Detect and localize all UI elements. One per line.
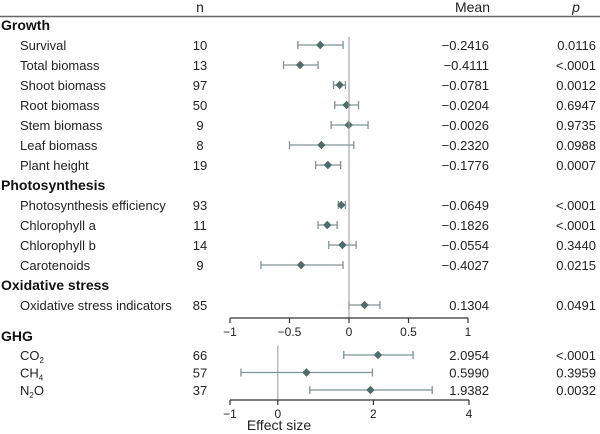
row-label: Chlorophyll a	[20, 218, 97, 233]
mean-marker	[337, 200, 346, 210]
row-mean: 0.5990	[449, 366, 489, 381]
row-p: 0.0116	[557, 38, 596, 53]
row-label: Stem biomass	[20, 118, 103, 133]
row-label: N2O	[20, 383, 44, 400]
mean-marker	[316, 40, 325, 50]
row-label: Oxidative stress indicators	[20, 298, 172, 313]
row-n: 37	[193, 383, 207, 398]
header-mean: Mean	[455, 0, 490, 15]
x-tick-label: −0.5	[278, 325, 302, 339]
row-label: Chlorophyll b	[20, 238, 96, 253]
x-tick-label: 0	[346, 325, 353, 339]
row-label: Total biomass	[20, 58, 100, 73]
row-n: 9	[196, 118, 203, 133]
x-tick-label: 0	[274, 407, 281, 421]
row-mean: 1.9382	[449, 383, 489, 398]
row-n: 97	[193, 78, 207, 93]
mean-marker	[296, 260, 306, 270]
x-tick-label: 1	[465, 325, 472, 339]
row-mean: −0.2416	[442, 38, 489, 53]
row-p: <.0001	[556, 198, 596, 213]
row-n: 85	[193, 298, 207, 313]
row-p: 0.0007	[556, 158, 596, 173]
row-n: 57	[193, 366, 207, 381]
row-n: 93	[193, 198, 207, 213]
mean-marker	[373, 350, 383, 360]
group-title-photosynthesis: Photosynthesis	[1, 177, 105, 193]
row-p: 0.0032	[556, 383, 596, 398]
header-n: n	[196, 0, 204, 15]
row-label: Plant height	[20, 158, 89, 173]
row-p: 0.3959	[556, 366, 596, 381]
row-p: 0.0491	[556, 298, 596, 313]
row-mean: −0.1826	[442, 218, 489, 233]
row-mean: −0.0026	[442, 118, 489, 133]
row-label: Root biomass	[20, 98, 100, 113]
row-n: 50	[193, 98, 207, 113]
mean-marker	[360, 300, 369, 310]
row-p: 0.0988	[556, 138, 596, 153]
row-n: 66	[193, 348, 207, 363]
mean-marker	[295, 60, 305, 70]
row-n: 14	[193, 238, 207, 253]
x-axis-label: Effect size	[247, 417, 312, 433]
row-n: 9	[196, 258, 203, 273]
mean-marker	[338, 240, 347, 250]
row-n: 13	[193, 58, 207, 73]
row-label: Photosynthesis efficiency	[20, 198, 166, 213]
header-p: p	[571, 0, 580, 15]
mean-marker	[335, 80, 344, 90]
x-tick-label: −1	[223, 407, 237, 421]
mean-marker	[323, 220, 332, 230]
row-label: Shoot biomass	[20, 78, 106, 93]
row-label: Survival	[20, 38, 66, 53]
row-mean: 0.1304	[449, 298, 489, 313]
row-mean: −0.4027	[442, 258, 489, 273]
row-mean: −0.0554	[442, 238, 489, 253]
row-n: 10	[193, 38, 207, 53]
row-label: Carotenoids	[20, 258, 91, 273]
row-p: 0.6947	[556, 98, 596, 113]
x-tick-label: 2	[370, 407, 377, 421]
row-p: 0.3440	[556, 238, 596, 253]
row-mean: −0.2320	[442, 138, 489, 153]
group-title-ghg: GHG	[1, 328, 33, 344]
row-n: 19	[193, 158, 207, 173]
row-mean: −0.1776	[442, 158, 489, 173]
group-title-growth: Growth	[1, 17, 50, 33]
row-mean: −0.0781	[442, 78, 489, 93]
row-mean: −0.0649	[442, 198, 489, 213]
row-mean: −0.0204	[442, 98, 489, 113]
mean-marker	[342, 100, 351, 110]
row-p: <.0001	[556, 348, 596, 363]
mean-marker	[366, 385, 375, 395]
x-tick-label: 0.5	[400, 325, 417, 339]
row-label: Leaf biomass	[20, 138, 98, 153]
row-label: CH4	[20, 366, 44, 383]
mean-marker	[317, 140, 326, 150]
row-p: 0.0012	[556, 78, 596, 93]
mean-marker	[302, 368, 311, 377]
row-label: CO2	[20, 348, 45, 365]
group-title-oxidative-stress: Oxidative stress	[1, 277, 109, 293]
row-p: <.0001	[556, 218, 596, 233]
x-tick-label: −1	[223, 325, 237, 339]
row-p: <.0001	[556, 58, 596, 73]
row-p: 0.9735	[556, 118, 596, 133]
row-mean: 2.0954	[449, 348, 489, 363]
x-tick-label: 4	[466, 407, 473, 421]
row-n: 8	[196, 138, 203, 153]
row-mean: −0.4111	[444, 58, 489, 73]
mean-marker	[323, 160, 333, 170]
row-p: 0.0215	[556, 258, 596, 273]
row-n: 11	[193, 218, 207, 233]
